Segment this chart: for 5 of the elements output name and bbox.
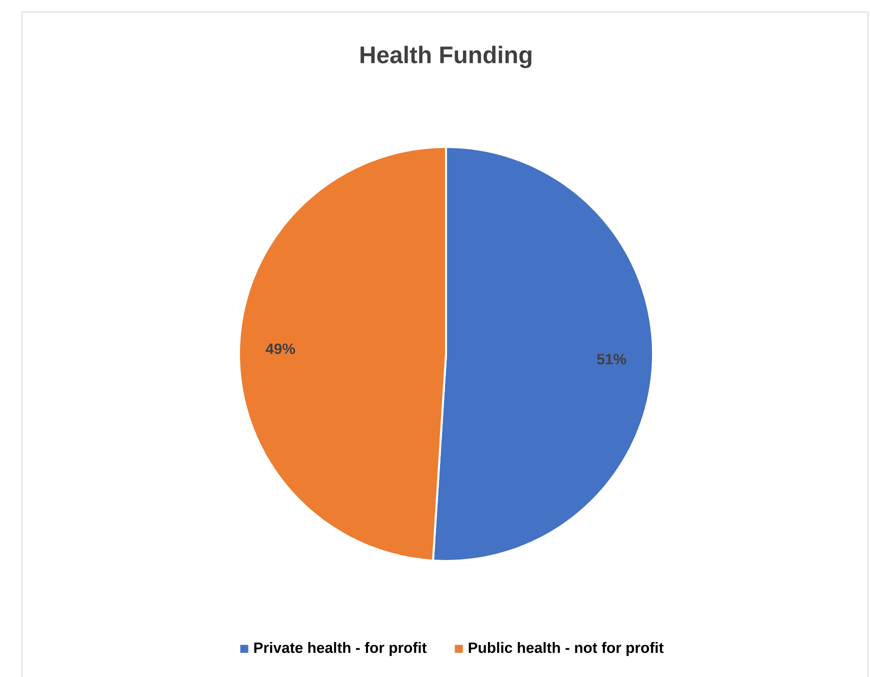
data-label: 51%: [597, 354, 626, 364]
data-label: 49%: [266, 343, 296, 354]
legend-label: Private health - for profit: [254, 642, 427, 656]
legend-label: Public health - not for profit: [468, 642, 664, 656]
chart-title: Health Funding: [360, 46, 532, 68]
